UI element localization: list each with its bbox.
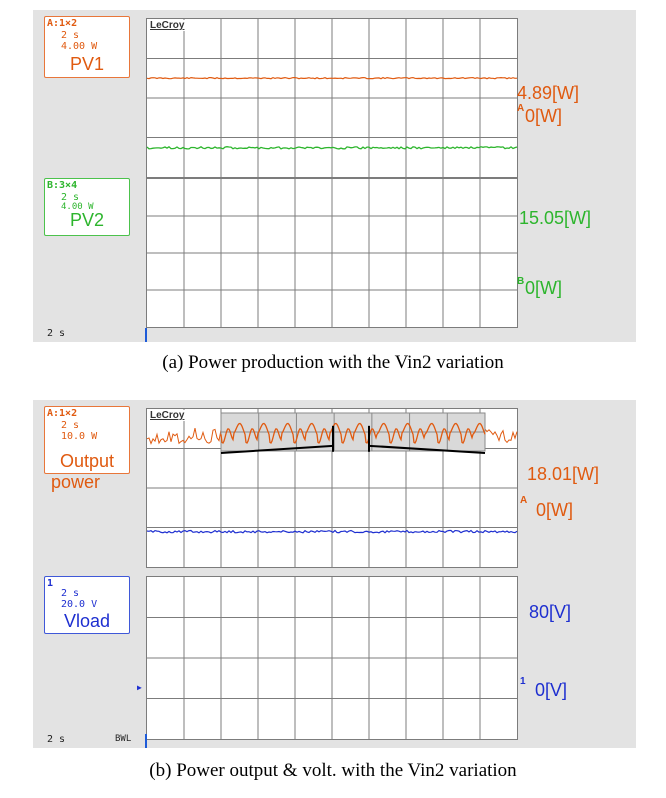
trace-vload (146, 529, 518, 534)
caption-a: (a) Power production with the Vin2 varia… (162, 352, 504, 373)
pv1-zero-marker: A (517, 103, 525, 114)
voltage-grid (146, 529, 518, 740)
vload-timebase: 2 s (61, 588, 80, 599)
oscilloscope-panel-a: LeCroy A:1×2 2 s 4.00 W PV1 B:3×4 2 s 4.… (33, 10, 636, 342)
power-value-label: 18.01[W] (527, 464, 600, 484)
gridlines (147, 19, 517, 177)
zoom-trace (220, 422, 486, 444)
vload-channel-box: 1 2 s 20.0 V Vload (44, 576, 130, 634)
power-label-2: power (51, 472, 101, 492)
pv1-scale: 4.00 W (61, 41, 98, 52)
gridlines (147, 577, 517, 739)
power-zero-label: 0[W] (536, 500, 574, 520)
trace-pv2 (146, 145, 518, 150)
pv1-plot (146, 19, 518, 177)
vload-scale: 20.0 V (61, 599, 98, 610)
power-scale: 10.0 W (61, 431, 98, 442)
pv1-channel-header: A:1×2 (47, 18, 78, 29)
trigger-arrow-icon (145, 328, 147, 342)
zoom-inset (220, 412, 486, 454)
power-zero-marker: A (520, 495, 528, 506)
oscilloscope-panel-b: LeCroy A:1×2 2 s 10.0 W Output power 1 2… (33, 400, 636, 748)
voltage-value-label: 80[V] (529, 602, 572, 622)
timebase-label: 2 s (47, 734, 66, 745)
voltage-zero-marker: 1 (520, 676, 526, 687)
brand-logo: LeCroy (149, 20, 186, 31)
zoom-connector-left (220, 444, 334, 454)
pv2-label: PV2 (69, 210, 105, 230)
pv1-grid: LeCroy (146, 18, 518, 178)
brand-logo: LeCroy (149, 410, 186, 421)
pv2-plot (146, 145, 518, 327)
trace-pv1 (146, 76, 518, 80)
power-channel-header: A:1×2 (47, 408, 78, 419)
power-grid: LeCroy (146, 408, 518, 568)
zoom-connector-right (368, 444, 486, 454)
vload-label: Vload (63, 611, 111, 631)
power-timebase: 2 s (61, 420, 80, 431)
pv2-value-label: 15.05[W] (519, 208, 592, 228)
pv1-timebase: 2 s (61, 30, 80, 41)
gridlines (147, 179, 517, 327)
pv1-value-label: 4.89[W] (517, 83, 580, 103)
timebase-label: 2 s (47, 328, 66, 339)
trigger-arrow-icon (145, 734, 147, 748)
voltage-zero-label: 0[V] (535, 680, 568, 700)
power-channel-box: A:1×2 2 s 10.0 W Output (44, 406, 130, 474)
pv1-channel-box: A:1×2 2 s 4.00 W PV1 (44, 16, 130, 78)
power-label: Output (59, 451, 115, 471)
pv2-scale: 4.00 W (61, 202, 94, 212)
power-plot (146, 409, 518, 567)
voltage-plot (146, 529, 518, 739)
bwl-label: BWL (115, 734, 132, 744)
pv2-zero-label: 0[W] (525, 278, 563, 298)
caption-b: (b) Power output & volt. with the Vin2 v… (149, 760, 517, 781)
pv2-channel-box: B:3×4 2 s 4.00 W PV2 (44, 178, 130, 236)
pv2-grid (146, 145, 518, 328)
vload-channel-header: 1 (47, 578, 54, 589)
pv2-channel-header: B:3×4 (47, 180, 78, 191)
pv1-label: PV1 (69, 54, 105, 74)
pv2-timebase: 2 s (61, 192, 80, 203)
pv1-zero-label: 0[W] (525, 106, 563, 126)
pv2-zero-marker: B (517, 276, 525, 287)
ground-marker-icon: ▶ (137, 683, 142, 692)
